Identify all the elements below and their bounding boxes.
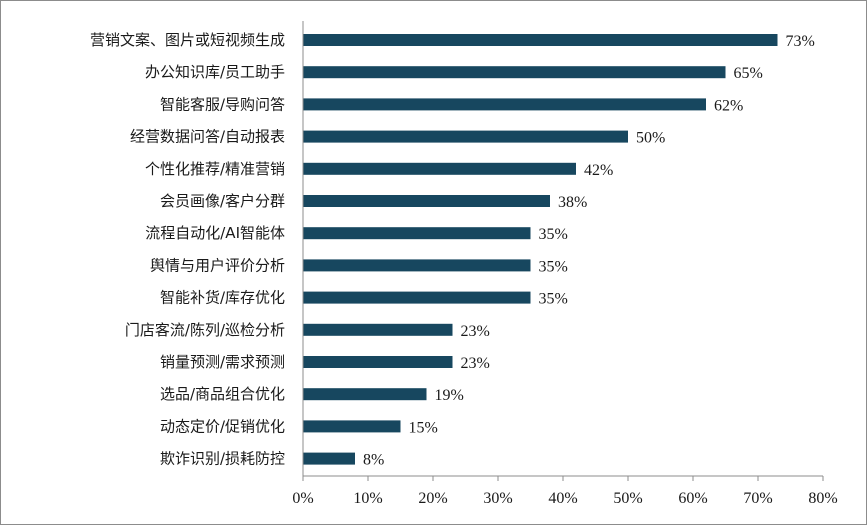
bar (303, 162, 576, 175)
category-label: 营销文案、图片或短视频生成 (90, 31, 285, 49)
data-label: 65% (734, 65, 763, 82)
x-tick-label: 70% (743, 490, 772, 507)
bar (303, 452, 355, 465)
data-label: 15% (409, 419, 438, 436)
data-label: 42% (584, 162, 613, 179)
bar (303, 130, 628, 143)
bar (303, 34, 778, 46)
bar (303, 195, 550, 207)
x-tick-label: 80% (808, 490, 837, 507)
data-label: 8% (363, 452, 384, 469)
bar (303, 98, 706, 111)
category-label: 舆情与用户评价分析 (150, 256, 285, 274)
x-tick-label: 0% (292, 490, 313, 507)
category-label: 个性化推荐/精准营销 (145, 160, 285, 178)
data-label: 38% (558, 194, 587, 211)
bar (303, 356, 453, 368)
data-label: 23% (461, 355, 490, 372)
category-label: 选品/商品组合优化 (160, 385, 285, 403)
x-tick-label: 40% (548, 490, 577, 507)
bar (303, 420, 401, 433)
bar (303, 66, 726, 79)
category-label: 办公知识库/员工助手 (145, 63, 285, 81)
category-label: 智能客服/导购问答 (160, 95, 285, 113)
category-label: 动态定价/促销优化 (160, 417, 285, 435)
bar (303, 388, 427, 401)
bar (303, 227, 531, 240)
x-tick-label: 10% (353, 490, 382, 507)
x-tick-label: 50% (613, 490, 642, 507)
data-label: 35% (539, 226, 568, 243)
category-label: 智能补货/库存优化 (160, 289, 285, 307)
data-label: 73% (786, 33, 815, 50)
category-label: 门店客流/陈列/巡检分析 (125, 321, 285, 339)
bar (303, 291, 531, 304)
x-tick-label: 20% (418, 490, 447, 507)
data-label: 62% (714, 97, 743, 114)
x-tick-label: 60% (678, 490, 707, 507)
category-label: 流程自动化/AI智能体 (145, 224, 285, 242)
bar (303, 323, 453, 336)
data-label: 35% (539, 291, 568, 308)
category-label: 经营数据问答/自动报表 (130, 128, 285, 146)
data-label: 19% (435, 387, 464, 404)
bar (303, 259, 531, 272)
category-label: 欺诈识别/损耗防控 (160, 450, 285, 468)
data-label: 35% (539, 258, 568, 275)
data-label: 23% (461, 323, 490, 340)
x-tick-label: 30% (483, 490, 512, 507)
category-label: 销量预测/需求预测 (160, 353, 285, 371)
category-label: 会员画像/客户分群 (160, 192, 285, 210)
data-label: 50% (636, 130, 665, 147)
